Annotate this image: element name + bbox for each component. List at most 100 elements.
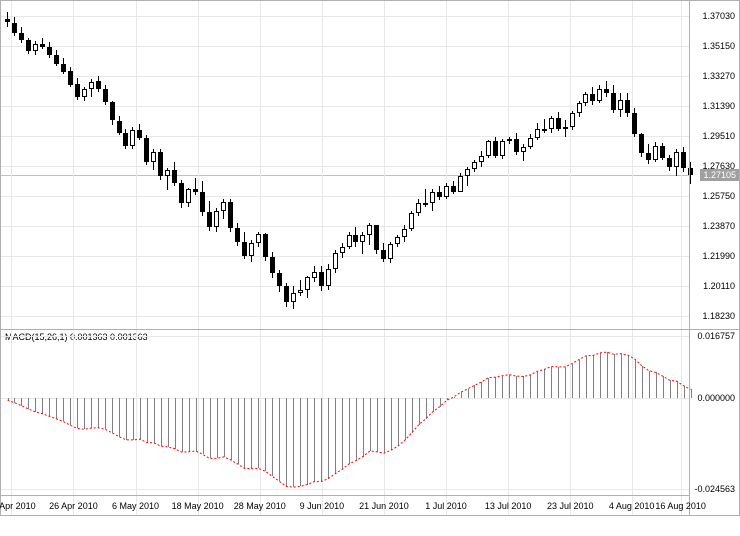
candle bbox=[26, 40, 31, 51]
candle bbox=[214, 211, 219, 227]
candle bbox=[151, 152, 156, 162]
candle bbox=[5, 19, 10, 21]
candle bbox=[681, 152, 686, 168]
time-x-tick: 26 Apr 2010 bbox=[49, 501, 98, 511]
candle bbox=[242, 242, 247, 256]
candle bbox=[130, 130, 135, 146]
candle bbox=[144, 138, 149, 162]
candle bbox=[381, 250, 386, 259]
candle bbox=[249, 243, 254, 256]
candle bbox=[319, 272, 324, 286]
candle bbox=[590, 94, 595, 100]
candle bbox=[374, 225, 379, 251]
candle bbox=[409, 213, 414, 229]
price-y-tick: 1.21990 bbox=[702, 251, 735, 261]
candle bbox=[186, 189, 191, 203]
candle bbox=[158, 152, 163, 176]
candle bbox=[458, 176, 463, 192]
macd-y-axis: 0.0167570.000000-0.024563 bbox=[689, 330, 739, 515]
macd-y-tick: 0.016757 bbox=[697, 331, 735, 341]
time-x-tick: 4 Aug 2010 bbox=[609, 501, 655, 511]
candle bbox=[172, 170, 177, 183]
candle bbox=[179, 183, 184, 204]
gridline bbox=[1, 76, 689, 77]
candle bbox=[639, 134, 644, 153]
gridline bbox=[1, 106, 689, 107]
candle bbox=[54, 55, 59, 64]
candle bbox=[263, 234, 268, 257]
candle bbox=[570, 113, 575, 127]
candle bbox=[298, 290, 303, 292]
time-x-axis: 14 Apr 201026 Apr 20106 May 201018 May 2… bbox=[1, 495, 689, 515]
candle bbox=[674, 152, 679, 166]
candle bbox=[625, 100, 630, 114]
macd-y-tick: 0.000000 bbox=[697, 393, 735, 403]
candle bbox=[618, 100, 623, 110]
gridline bbox=[1, 166, 689, 167]
time-x-tick: 28 May 2010 bbox=[234, 501, 286, 511]
price-y-tick: 1.35150 bbox=[702, 41, 735, 51]
candle bbox=[117, 121, 122, 133]
price-y-tick: 1.31390 bbox=[702, 101, 735, 111]
price-y-tick: 1.37030 bbox=[702, 11, 735, 21]
candle bbox=[284, 286, 289, 302]
candle bbox=[402, 229, 407, 237]
macd-signal-line bbox=[8, 352, 691, 487]
candle bbox=[47, 47, 52, 55]
gridline bbox=[1, 46, 689, 47]
candle bbox=[305, 277, 310, 291]
candle bbox=[632, 113, 637, 134]
time-x-tick: 16 Aug 2010 bbox=[655, 501, 706, 511]
candle bbox=[165, 170, 170, 176]
candle bbox=[40, 44, 45, 48]
candle bbox=[347, 235, 352, 246]
candle bbox=[563, 127, 568, 129]
candle bbox=[577, 103, 582, 113]
candle bbox=[646, 153, 651, 160]
candle bbox=[103, 89, 108, 103]
candle bbox=[653, 146, 658, 160]
time-x-tick: 9 Jun 2010 bbox=[300, 501, 345, 511]
time-x-tick: 23 Jul 2010 bbox=[547, 501, 594, 511]
candle bbox=[200, 192, 205, 212]
candle bbox=[667, 158, 672, 167]
time-x-tick: 6 May 2010 bbox=[112, 501, 159, 511]
gridline bbox=[136, 1, 137, 329]
candle bbox=[416, 203, 421, 213]
candle bbox=[604, 89, 609, 93]
candle bbox=[444, 186, 449, 197]
candle bbox=[89, 82, 94, 89]
macd-signal-svg bbox=[1, 330, 691, 496]
gridline bbox=[1, 196, 689, 197]
price-y-tick: 1.29510 bbox=[702, 131, 735, 141]
time-x-tick: 21 Jun 2010 bbox=[359, 501, 409, 511]
price-y-tick: 1.18230 bbox=[702, 311, 735, 321]
gridline bbox=[11, 1, 12, 329]
candle bbox=[277, 273, 282, 287]
candle bbox=[270, 257, 275, 273]
gridline bbox=[1, 16, 689, 17]
macd-plot-area[interactable]: MACD(15,26,1) 0.001363 0.001363 bbox=[1, 330, 689, 515]
candle bbox=[333, 253, 338, 269]
price-y-tick: 1.23870 bbox=[702, 221, 735, 231]
candle bbox=[68, 71, 73, 84]
time-x-tick: 14 Apr 2010 bbox=[0, 501, 36, 511]
candle bbox=[228, 202, 233, 228]
macd-panel: MACD(15,26,1) 0.001363 0.001363 0.016757… bbox=[0, 330, 740, 516]
gridline bbox=[260, 1, 261, 329]
gridline bbox=[632, 1, 633, 329]
price-plot-area[interactable] bbox=[1, 1, 689, 329]
candle bbox=[465, 169, 470, 175]
candle bbox=[583, 94, 588, 103]
candle bbox=[597, 89, 602, 101]
candle bbox=[437, 192, 442, 197]
gridline bbox=[446, 1, 447, 329]
candle bbox=[388, 244, 393, 259]
candle bbox=[256, 234, 261, 244]
candle bbox=[535, 129, 540, 139]
price-y-tick: 1.25750 bbox=[702, 191, 735, 201]
gridline bbox=[1, 316, 689, 317]
candle bbox=[556, 118, 561, 129]
candle bbox=[528, 138, 533, 147]
chart-container: 1.370301.351501.332701.313901.295101.276… bbox=[0, 0, 740, 536]
